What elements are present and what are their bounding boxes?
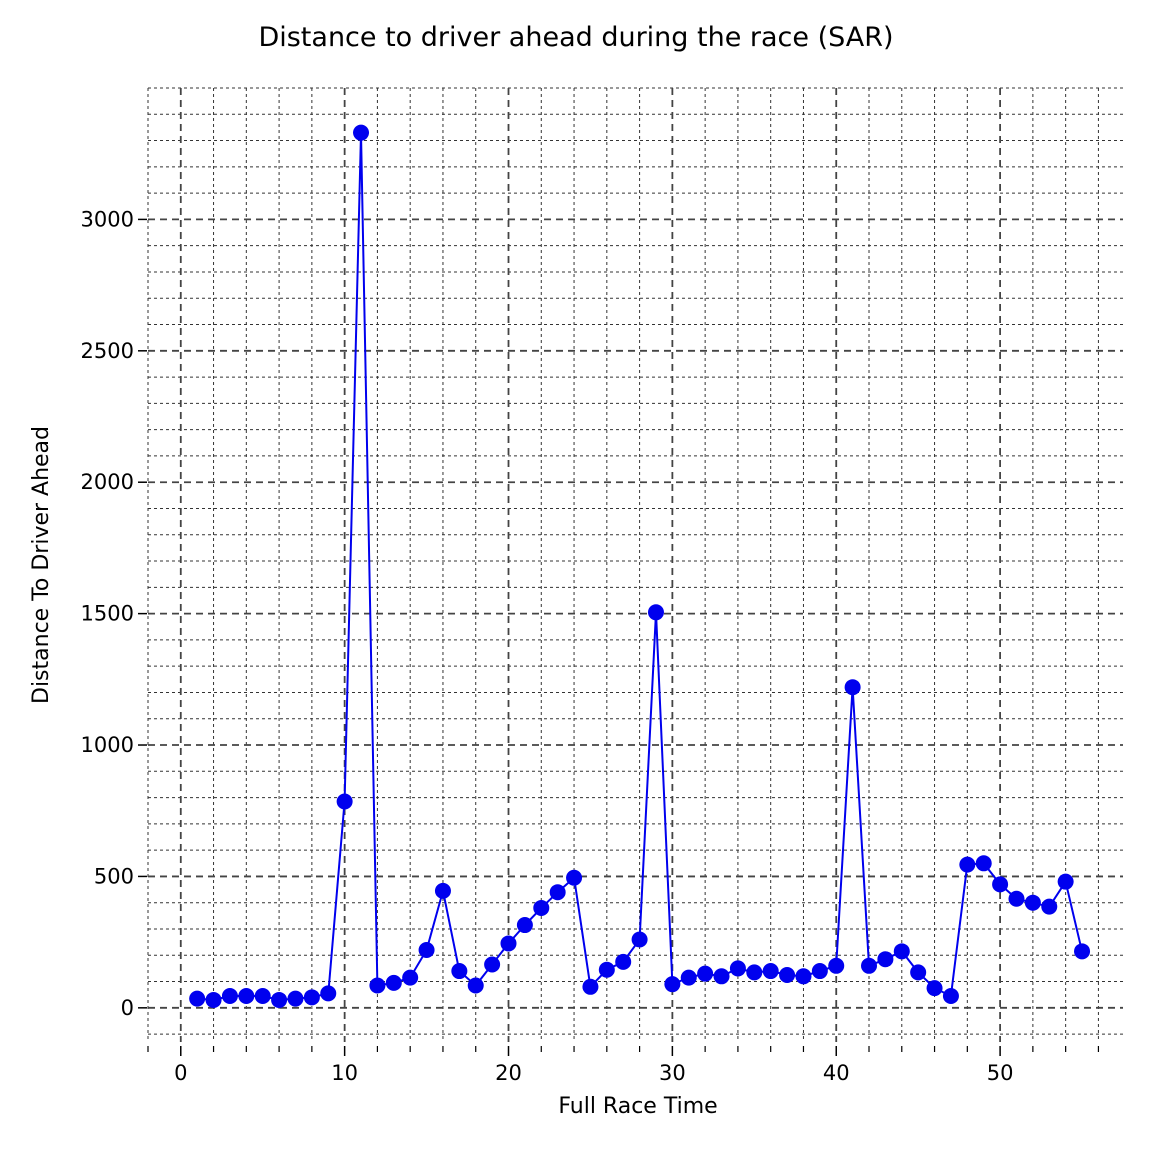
y-tick-label: 500 <box>94 864 134 888</box>
data-point <box>385 974 402 991</box>
data-point <box>566 869 583 886</box>
data-point <box>467 977 484 994</box>
data-point <box>353 124 370 141</box>
data-point <box>861 957 878 974</box>
x-tick-label: 50 <box>987 1061 1014 1085</box>
x-tick-label: 20 <box>495 1061 522 1085</box>
data-point <box>500 935 517 952</box>
data-point <box>1008 890 1025 907</box>
data-point <box>533 899 550 916</box>
data-point <box>992 876 1009 893</box>
data-point <box>598 961 615 978</box>
data-point <box>910 964 927 981</box>
data-point <box>647 604 664 621</box>
data-point <box>402 969 419 986</box>
y-tick-label: 2500 <box>81 339 134 363</box>
data-point <box>828 957 845 974</box>
data-point <box>746 964 763 981</box>
data-point <box>238 988 255 1005</box>
data-point <box>893 943 910 960</box>
y-tick-label: 0 <box>121 996 134 1020</box>
data-point <box>271 991 288 1008</box>
data-point <box>762 963 779 980</box>
data-point <box>451 963 468 980</box>
data-point <box>434 882 451 899</box>
data-point <box>713 968 730 985</box>
data-point <box>549 884 566 901</box>
data-point <box>615 953 632 970</box>
data-point <box>336 793 353 810</box>
x-tick-label: 30 <box>659 1061 686 1085</box>
data-point <box>926 980 943 997</box>
data-point <box>729 960 746 977</box>
data-point <box>221 988 238 1005</box>
y-axis-label: Distance To Driver Ahead <box>29 426 54 704</box>
data-point <box>287 990 304 1007</box>
chart-title: Distance to driver ahead during the race… <box>258 22 893 53</box>
data-point <box>697 965 714 982</box>
data-point <box>680 969 697 986</box>
data-point <box>303 989 320 1006</box>
x-tick-label: 0 <box>174 1061 187 1085</box>
data-point <box>189 990 206 1007</box>
data-point <box>1024 894 1041 911</box>
y-tick-label: 1000 <box>81 733 134 757</box>
y-tick-label: 1500 <box>81 602 134 626</box>
data-point <box>418 942 435 959</box>
x-tick-label: 10 <box>331 1061 358 1085</box>
data-point <box>1057 873 1074 890</box>
data-point <box>205 991 222 1008</box>
data-point <box>844 679 861 696</box>
data-point <box>1041 898 1058 915</box>
data-point <box>254 988 271 1005</box>
data-point <box>320 985 337 1002</box>
data-point <box>942 988 959 1005</box>
data-point <box>795 968 812 985</box>
data-point <box>484 956 501 973</box>
x-tick-label: 40 <box>823 1061 850 1085</box>
data-point <box>631 931 648 948</box>
data-point <box>582 978 599 995</box>
data-point <box>975 855 992 872</box>
y-tick-label: 3000 <box>81 207 134 231</box>
data-point <box>516 917 533 934</box>
data-point <box>664 976 681 993</box>
x-axis-label: Full Race Time <box>558 1094 717 1119</box>
data-point <box>1074 943 1091 960</box>
data-point <box>877 951 894 968</box>
data-point <box>811 963 828 980</box>
data-point <box>959 856 976 873</box>
y-tick-label: 2000 <box>81 470 134 494</box>
data-point <box>779 966 796 983</box>
data-point <box>369 977 386 994</box>
